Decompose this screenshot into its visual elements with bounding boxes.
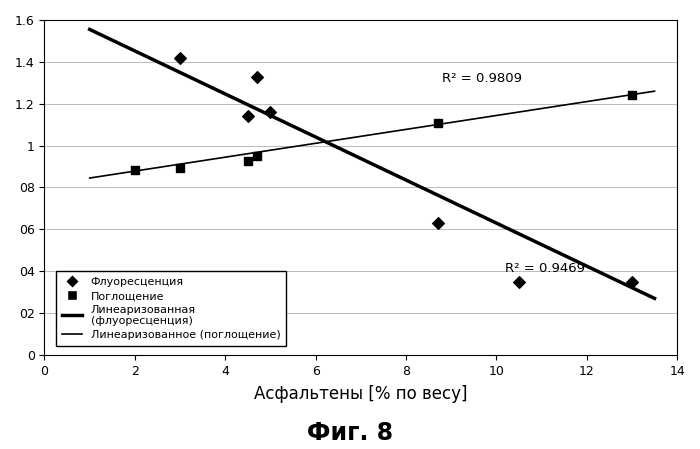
Text: R² = 0.9469: R² = 0.9469 xyxy=(505,261,585,274)
Point xyxy=(626,278,638,285)
Point xyxy=(265,109,276,116)
Point xyxy=(626,92,638,99)
Point xyxy=(432,220,443,227)
Text: Фиг. 8: Фиг. 8 xyxy=(307,421,393,445)
Point xyxy=(251,73,262,80)
Text: R² = 0.9809: R² = 0.9809 xyxy=(442,72,522,85)
Point xyxy=(130,166,141,173)
Point xyxy=(432,119,443,126)
Point xyxy=(174,164,186,171)
Point xyxy=(251,153,262,160)
X-axis label: Асфальтены [% по весу]: Асфальтены [% по весу] xyxy=(254,385,468,403)
Point xyxy=(242,113,253,120)
Point xyxy=(513,278,524,285)
Legend: Флуоресценция, Поглощение, Линеаризованная
(флуоресценция), Линеаризованное (пог: Флуоресценция, Поглощение, Линеаризованн… xyxy=(57,271,286,346)
Point xyxy=(242,158,253,165)
Point xyxy=(174,54,186,61)
